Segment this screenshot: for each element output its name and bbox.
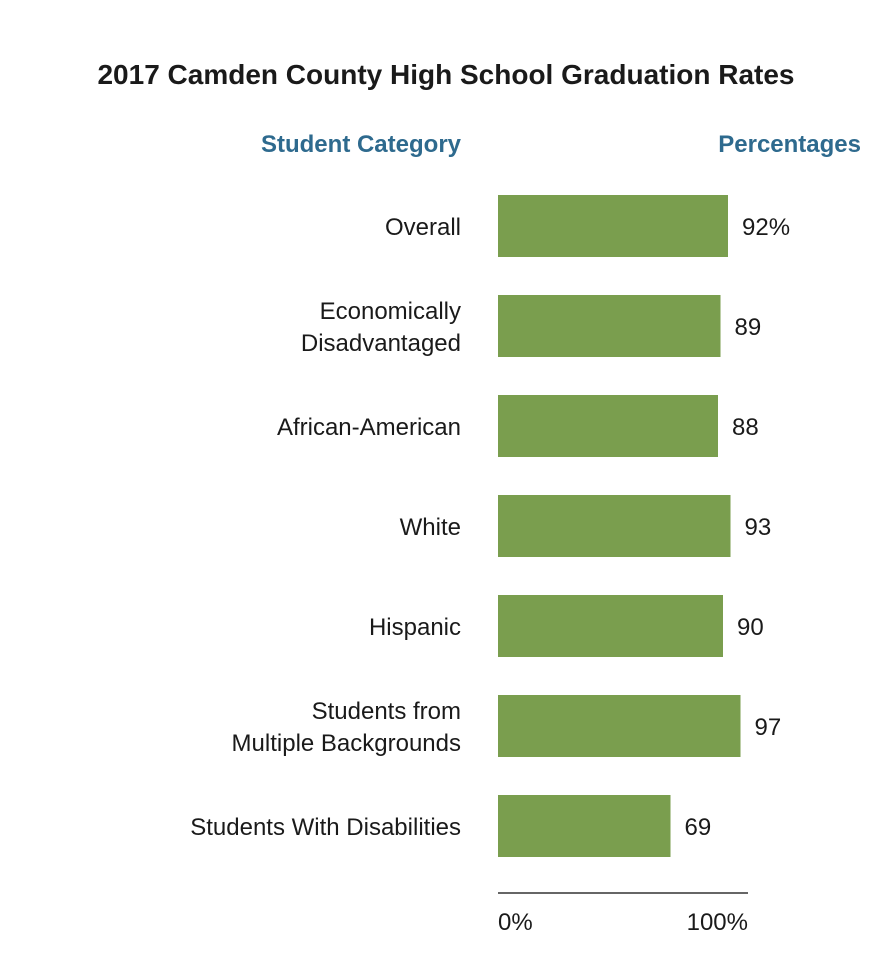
category-label: White [400,514,461,541]
bar [498,195,728,257]
bar-value-label: 88 [732,414,759,441]
chart-title: 2017 Camden County High School Graduatio… [97,59,794,90]
bar [498,495,731,557]
bar [498,595,723,657]
category-label: African-American [277,414,461,441]
bar-value-label: 89 [735,314,762,341]
category-label: Disadvantaged [301,330,461,357]
category-label: Hispanic [369,614,461,641]
bar [498,795,671,857]
category-label: Multiple Backgrounds [232,730,461,757]
category-label: Economically [320,298,461,325]
x-tick-label: 0% [498,909,533,936]
x-axis-ticks: 0% 100% [498,909,748,936]
category-label: Students from [312,698,461,725]
category-label: Overall [385,214,461,241]
bar-value-label: 93 [745,514,772,541]
bar-value-label: 90 [737,614,764,641]
x-tick-label: 100% [687,909,748,936]
category-label: Students With Disabilities [190,814,461,841]
value-column-header: Percentages [718,131,861,158]
category-column-header: Student Category [261,131,462,158]
bar-value-label: 97 [755,714,782,741]
bar-value-label: 69 [685,814,712,841]
bar [498,395,718,457]
bar-value-label: 92% [742,214,790,241]
bars-group: 92% Overall 89 Economically Disadvantaged 88 A… [190,195,790,857]
bar [498,295,721,357]
bar [498,695,741,757]
